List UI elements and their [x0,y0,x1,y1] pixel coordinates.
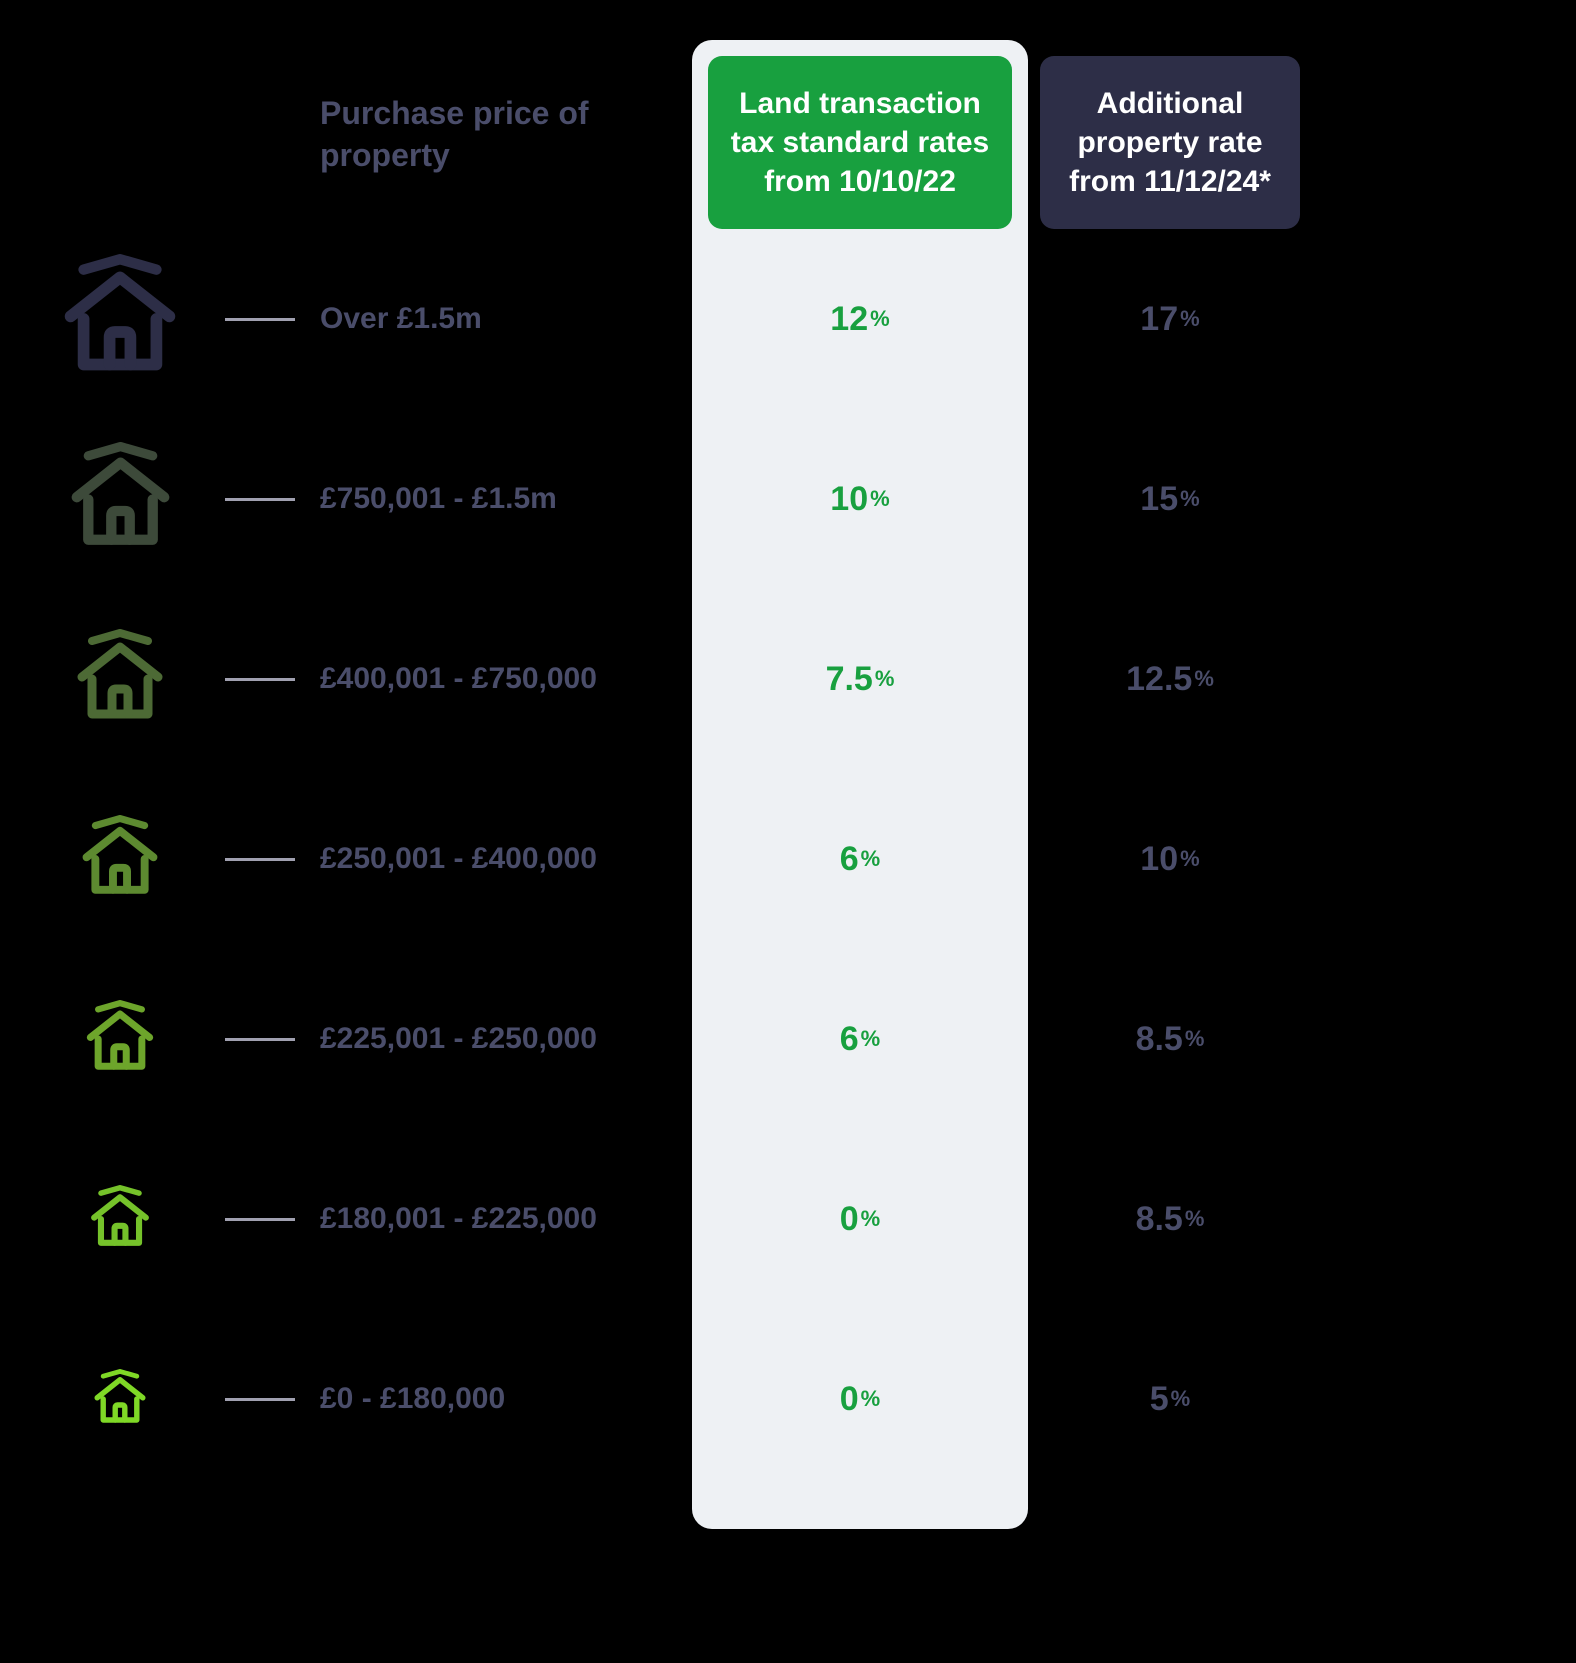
standard-rate-value: 12% [690,229,1030,409]
connector-line [210,589,310,769]
price-band-label: £180,001 - £225,000 [310,1129,690,1309]
tax-rates-table: Purchase price of property Land transact… [30,40,1546,1489]
tax-rates-infographic: Purchase price of property Land transact… [30,40,1546,1489]
house-icon [30,229,210,409]
additional-rate-value: 10% [1030,769,1310,949]
house-icon [30,1129,210,1309]
connector-line [210,1129,310,1309]
house-icon [30,949,210,1129]
price-band-label: £400,001 - £750,000 [310,589,690,769]
house-icon [30,1309,210,1489]
connector-line [210,949,310,1129]
column-header-additional: Additional property rate from 11/12/24* [1040,56,1300,229]
column-header-standard: Land transaction tax standard rates from… [708,56,1012,229]
price-band-label: £750,001 - £1.5m [310,409,690,589]
connector-line [210,1309,310,1489]
header-spacer-2 [210,40,310,229]
house-icon [30,409,210,589]
standard-rate-value: 10% [690,409,1030,589]
price-band-label: £225,001 - £250,000 [310,949,690,1129]
standard-rate-value: 0% [690,1309,1030,1489]
standard-rate-value: 7.5% [690,589,1030,769]
additional-rate-value: 5% [1030,1309,1310,1489]
header-standard-text: Land transaction tax standard rates from… [728,84,992,201]
header-additional-text: Additional property rate from 11/12/24* [1058,84,1282,201]
price-band-label: £0 - £180,000 [310,1309,690,1489]
additional-rate-value: 8.5% [1030,1129,1310,1309]
connector-line [210,769,310,949]
connector-line [210,409,310,589]
additional-rate-value: 8.5% [1030,949,1310,1129]
header-price-text: Purchase price of property [320,93,670,176]
house-icon [30,589,210,769]
additional-rate-value: 17% [1030,229,1310,409]
additional-rate-value: 15% [1030,409,1310,589]
standard-rate-value: 0% [690,1129,1030,1309]
price-band-label: £250,001 - £400,000 [310,769,690,949]
house-icon [30,769,210,949]
column-header-price: Purchase price of property [310,40,690,229]
standard-rate-value: 6% [690,949,1030,1129]
connector-line [210,229,310,409]
standard-rate-value: 6% [690,769,1030,949]
additional-rate-value: 12.5% [1030,589,1310,769]
header-spacer-1 [30,40,210,229]
price-band-label: Over £1.5m [310,229,690,409]
